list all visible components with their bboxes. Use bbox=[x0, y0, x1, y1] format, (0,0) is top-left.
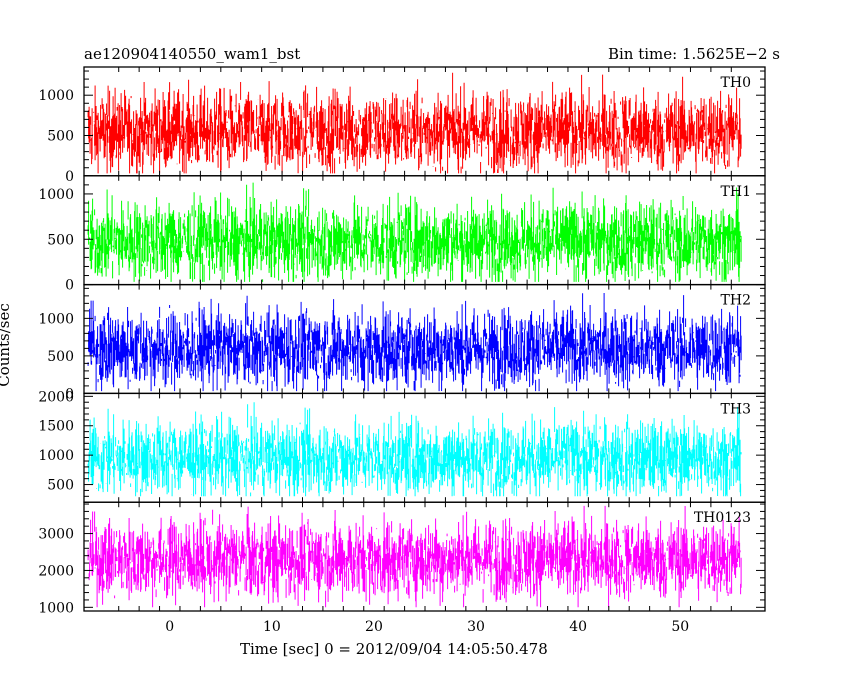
x-tick-label: 10 bbox=[263, 619, 281, 635]
y-tick-label: 1000 bbox=[38, 187, 74, 203]
x-tick-label: 40 bbox=[569, 619, 587, 635]
y-tick-label: 500 bbox=[47, 478, 74, 494]
panel-label-th0123: TH0123 bbox=[694, 510, 751, 526]
panel-label-th1: TH1 bbox=[721, 184, 751, 200]
y-tick-label: 1000 bbox=[38, 88, 74, 104]
bin-time-label: Bin time: 1.5625E−2 s bbox=[607, 45, 780, 63]
x-tick-label: 30 bbox=[467, 619, 485, 635]
y-tick-label: 1000 bbox=[38, 311, 74, 327]
x-tick-label: 20 bbox=[365, 619, 383, 635]
chart-title: ae120904140550_wam1_bst bbox=[84, 45, 301, 63]
y-tick-label: 0 bbox=[65, 386, 74, 402]
y-tick-label: 3000 bbox=[38, 527, 74, 543]
x-tick-label: 50 bbox=[671, 619, 689, 635]
y-tick-label: 0 bbox=[65, 278, 74, 294]
series-th2 bbox=[87, 293, 742, 392]
panel-label-th2: TH2 bbox=[721, 293, 751, 309]
y-tick-label: 1000 bbox=[38, 448, 74, 464]
x-axis-label: Time [sec] 0 = 2012/09/04 14:05:50.478 bbox=[240, 640, 548, 658]
panel-label-th3: TH3 bbox=[721, 401, 751, 417]
panel-frame-th0123 bbox=[83, 501, 766, 612]
series-th3 bbox=[87, 402, 742, 497]
series-th1 bbox=[87, 182, 742, 282]
x-tick-label: 0 bbox=[165, 619, 174, 635]
series-th0 bbox=[87, 72, 742, 174]
panel-label-th0: TH0 bbox=[721, 75, 751, 91]
series-th0123 bbox=[87, 505, 742, 608]
y-tick-label: 500 bbox=[47, 349, 74, 365]
y-tick-label: 2000 bbox=[38, 563, 74, 579]
y-tick-label: 1000 bbox=[38, 600, 74, 616]
y-tick-label: 500 bbox=[47, 129, 74, 145]
y-tick-label: 2000 bbox=[38, 389, 74, 405]
y-tick-label: 500 bbox=[47, 232, 74, 248]
y-tick-label: 1500 bbox=[38, 419, 74, 435]
y-tick-label: 0 bbox=[65, 169, 74, 185]
